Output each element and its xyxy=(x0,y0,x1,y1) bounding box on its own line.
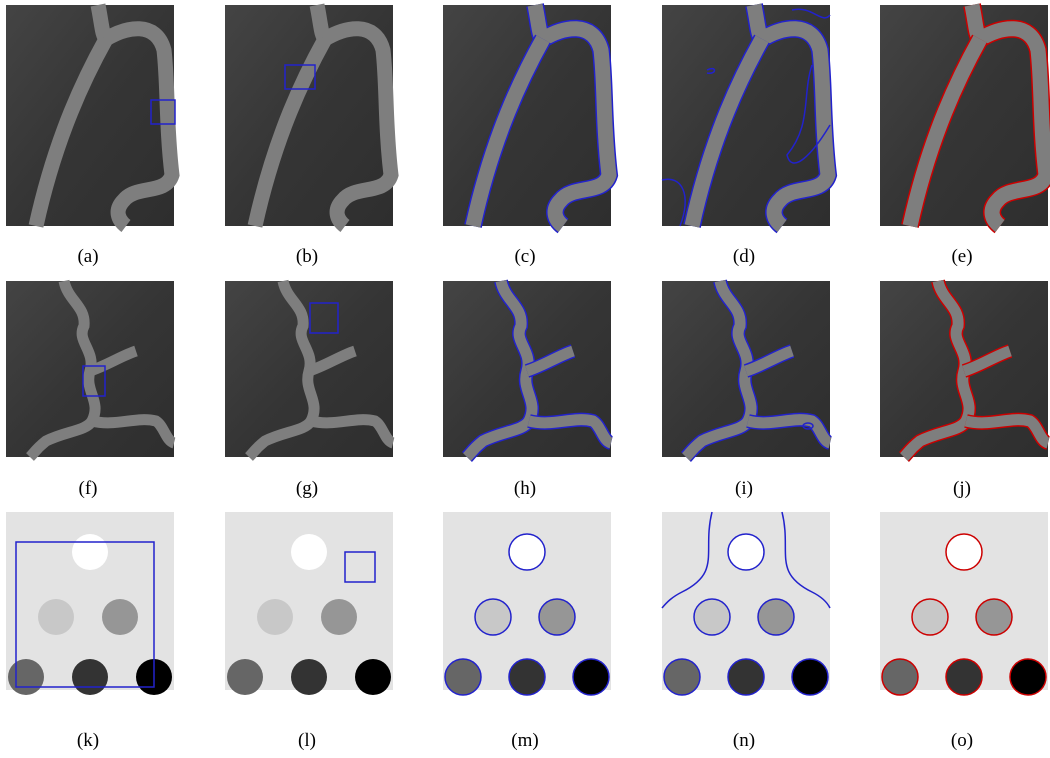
caption: (k) xyxy=(77,730,99,751)
disk xyxy=(882,659,918,695)
disk xyxy=(445,659,481,695)
caption: (h) xyxy=(514,478,536,499)
disk xyxy=(664,659,700,695)
caption: (f) xyxy=(79,478,98,499)
disk xyxy=(291,659,327,695)
caption: (j) xyxy=(953,478,971,499)
disk xyxy=(792,659,828,695)
disk xyxy=(509,534,545,570)
disk xyxy=(257,599,293,635)
disk xyxy=(355,659,391,695)
image-panel xyxy=(662,512,830,695)
caption: (a) xyxy=(77,246,98,267)
disk xyxy=(573,659,609,695)
disk xyxy=(321,599,357,635)
disk xyxy=(912,599,948,635)
disk xyxy=(539,599,575,635)
image-panel xyxy=(6,281,174,457)
image-panel xyxy=(662,5,830,226)
caption: (m) xyxy=(511,730,538,751)
image-panel xyxy=(6,5,175,226)
caption: (g) xyxy=(296,478,318,499)
image-panel xyxy=(225,5,393,226)
caption: (n) xyxy=(733,730,755,751)
caption: (o) xyxy=(951,730,973,751)
disk xyxy=(976,599,1012,635)
image-panel xyxy=(225,281,393,457)
disk xyxy=(758,599,794,635)
disk xyxy=(946,659,982,695)
image-panel xyxy=(662,281,830,457)
image-panel xyxy=(6,512,174,695)
caption: (e) xyxy=(951,246,972,267)
image-panel xyxy=(443,281,611,457)
image-panel xyxy=(880,5,1048,226)
image-panel xyxy=(443,512,611,695)
disk xyxy=(728,659,764,695)
caption: (i) xyxy=(735,478,753,499)
caption: (l) xyxy=(298,730,316,751)
image-panel xyxy=(225,512,393,695)
disk xyxy=(509,659,545,695)
disk xyxy=(227,659,263,695)
caption: (c) xyxy=(514,246,535,267)
disk xyxy=(475,599,511,635)
disk xyxy=(38,599,74,635)
figure: (a) (b) (c) (d) (e) (f) (g) (h) (i) (j) (k) (l) (m) (… xyxy=(0,0,1050,753)
caption: (d) xyxy=(733,246,755,267)
disk xyxy=(8,659,44,695)
disk xyxy=(291,534,327,570)
disk xyxy=(728,534,764,570)
image-panel xyxy=(443,5,611,226)
image-panel xyxy=(880,512,1048,695)
disk xyxy=(946,534,982,570)
caption: (b) xyxy=(296,246,318,267)
disk xyxy=(72,659,108,695)
image-panel xyxy=(880,281,1048,457)
disk xyxy=(1010,659,1046,695)
disk xyxy=(102,599,138,635)
disk xyxy=(72,534,108,570)
disk xyxy=(694,599,730,635)
